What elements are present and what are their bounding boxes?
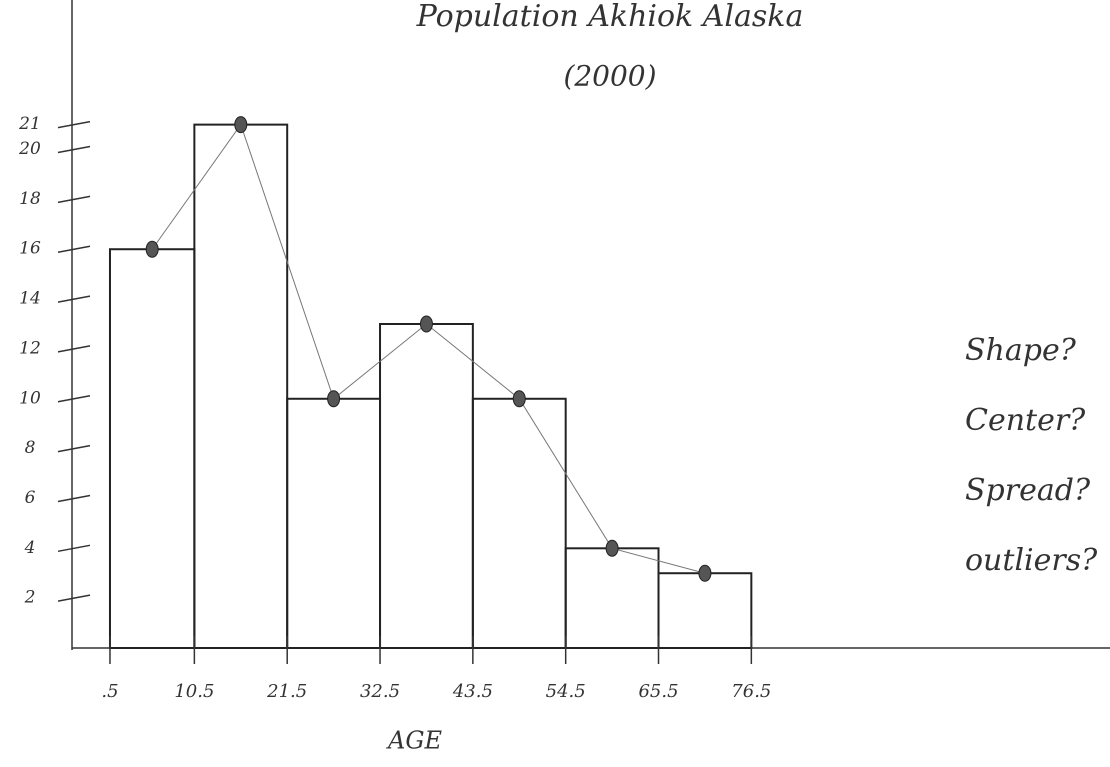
- y-tick: [57, 120, 91, 129]
- x-tick-label: 43.5: [452, 681, 493, 702]
- y-tick-label: 20: [18, 139, 41, 159]
- polygon-point: [327, 390, 341, 408]
- histogram-bar: [379, 323, 474, 649]
- y-tick-label: 10: [19, 388, 41, 408]
- histogram-bar: [657, 572, 753, 650]
- x-tick-label: .5: [101, 681, 118, 702]
- polygon-point: [512, 390, 526, 408]
- polygon-point: [234, 116, 248, 134]
- chart-subtitle: (2000): [563, 60, 656, 93]
- annotation: outliers?: [965, 543, 1098, 578]
- chart-title: Population Akhiok Alaska: [416, 0, 804, 34]
- polygon-point: [419, 315, 433, 333]
- y-tick-label: 8: [25, 438, 36, 458]
- x-tick-label: 65.5: [638, 681, 678, 702]
- y-tick: [57, 594, 91, 602]
- polygon-point: [698, 564, 712, 582]
- frequency-polygon: [151, 123, 706, 574]
- y-tick: [57, 494, 91, 503]
- y-tick-label: 6: [25, 488, 36, 508]
- polygon-point: [605, 539, 619, 557]
- annotation: Center?: [965, 403, 1086, 438]
- y-tick-label: 21: [18, 114, 41, 134]
- y-tick: [57, 245, 91, 253]
- histogram-bar: [193, 123, 289, 650]
- x-tick-label: 54.5: [546, 681, 586, 702]
- annotation: Spread?: [965, 473, 1091, 508]
- x-tick-label: 21.5: [266, 681, 307, 702]
- histogram-bar: [108, 248, 196, 649]
- x-axis-label: AGE: [386, 727, 443, 755]
- x-tick-label: 76.5: [731, 681, 771, 702]
- y-tick: [57, 544, 91, 553]
- y-tick-label: 2: [24, 588, 36, 608]
- y-tick-label: 12: [19, 338, 41, 358]
- y-tick-label: 18: [19, 189, 41, 209]
- histogram-bar: [286, 397, 382, 649]
- x-tick-label: 10.5: [174, 681, 214, 702]
- histogram-bar: [471, 397, 567, 649]
- y-tick: [57, 345, 91, 353]
- y-tick-label: 4: [24, 538, 36, 558]
- y-tick: [57, 145, 91, 154]
- y-tick: [57, 195, 91, 204]
- y-tick-label: 16: [19, 239, 41, 259]
- polygon-point: [145, 240, 159, 258]
- y-tick: [57, 395, 91, 403]
- x-tick-label: 32.5: [360, 681, 400, 702]
- histogram-bar: [564, 547, 660, 649]
- annotation: Shape?: [965, 333, 1077, 368]
- y-tick: [57, 295, 91, 303]
- y-tick: [57, 444, 91, 453]
- y-tick-label: 14: [19, 289, 41, 309]
